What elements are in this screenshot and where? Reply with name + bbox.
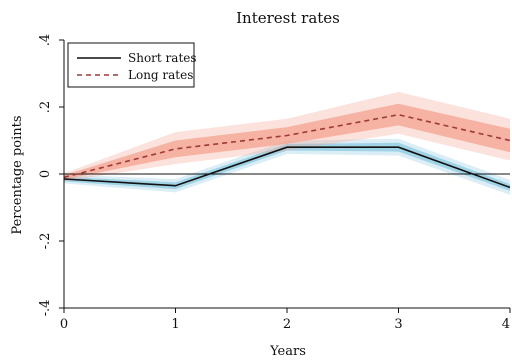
legend: Short rates Long rates: [67, 42, 197, 88]
y-tick-label: .2: [38, 101, 53, 113]
x-ticks: 0 1 2 3 4: [60, 308, 511, 332]
x-tick-label: 1: [171, 317, 179, 332]
series-line-long: [63, 113, 511, 179]
legend-label-long: Long rates: [128, 68, 193, 82]
y-tick-label: -.2: [38, 233, 53, 250]
chart-title: Interest rates: [236, 9, 340, 27]
y-axis-label: Percentage points: [10, 115, 25, 234]
y-tick-label: -.4: [38, 300, 53, 317]
legend-box: [67, 42, 195, 88]
x-tick-label: 0: [60, 317, 68, 332]
y-ticks: -.4 -.2 0 .2 .4: [38, 34, 64, 317]
y-tick-label: .4: [38, 34, 53, 46]
series-lines: [63, 113, 511, 189]
band-inner-long: [64, 103, 510, 180]
series-line-short: [63, 146, 511, 189]
x-axis-label: Years: [269, 344, 306, 359]
band-outer-short: [64, 138, 510, 195]
legend-label-short: Short rates: [128, 51, 197, 65]
x-tick-label: 4: [502, 317, 510, 332]
confidence-bands: [64, 91, 510, 195]
y-tick-label: 0: [38, 170, 53, 178]
x-tick-label: 2: [283, 317, 291, 332]
x-tick-label: 3: [394, 317, 402, 332]
